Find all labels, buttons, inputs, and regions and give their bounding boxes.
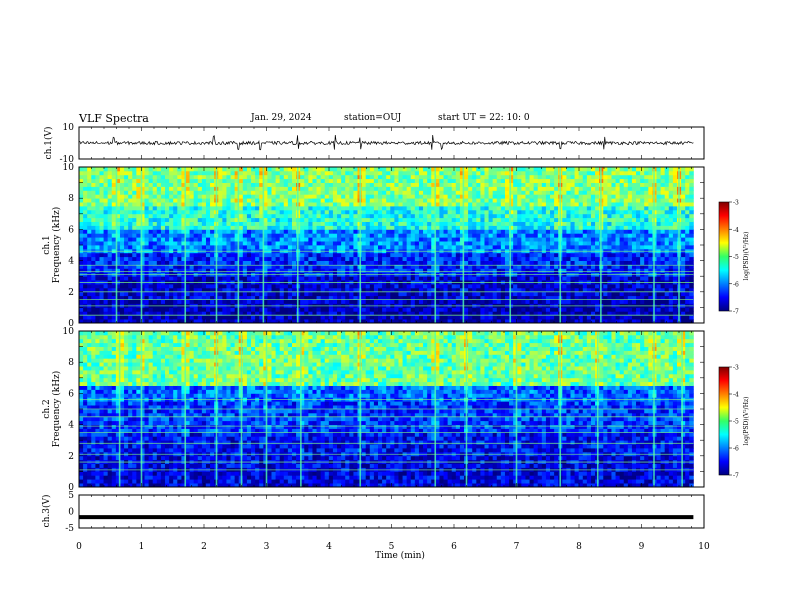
ch3-waveform-y-tick-label: 0	[68, 508, 74, 518]
ch3-waveform-ylabel: ch.3(V)	[41, 495, 52, 528]
ch3-waveform-y-tick-label: 5	[68, 491, 74, 501]
ch3-waveform-frame	[78, 494, 705, 529]
ch1-colorbar-tick-label: -3	[733, 200, 739, 207]
ch2-spectrum-ylabel-frequency: Frequency (kHz)	[51, 371, 62, 448]
figure-date: Jan. 29, 2024	[251, 113, 312, 123]
x-tick-label: 9	[639, 542, 645, 552]
ch2-spectrum-y-tick-label: 6	[68, 389, 74, 399]
ch1-colorbar-tick-label: -5	[733, 254, 739, 261]
ch2-colorbar-tick-label: -4	[733, 392, 739, 399]
x-tick-label: 6	[451, 542, 457, 552]
figure-title: VLF Spectra	[79, 112, 149, 125]
ch1-colorbar-tick-label: -4	[733, 227, 739, 234]
ch1-spectrum-ylabel-channel: ch.1	[42, 235, 52, 254]
x-tick-label: 8	[576, 542, 582, 552]
figure-start-time: start UT = 22: 10: 0	[438, 113, 530, 123]
ch3-waveform-y-tick-label: -5	[65, 524, 74, 534]
ch1-spectrogram	[79, 167, 694, 323]
ch1-waveform-trace	[78, 134, 694, 151]
x-tick-label: 0	[76, 542, 82, 552]
ch1-spectrum-y-tick-label: 8	[68, 194, 74, 204]
ch2-colorbar-tick-label: -3	[733, 365, 739, 372]
x-axis-title: Time (min)	[375, 550, 425, 561]
ch2-colorbar-tick-label: -6	[733, 446, 739, 453]
figure-station: station=OUJ	[344, 113, 402, 123]
ch1-spectrum-y-tick-label: 10	[63, 163, 75, 173]
ch1-spectrum-ylabel-frequency: Frequency (kHz)	[51, 207, 62, 284]
ch2-spectrum-y-tick-label: 10	[63, 327, 75, 337]
ch1-waveform-y-tick-label: 10	[63, 123, 75, 133]
x-tick-label: 5	[389, 542, 395, 552]
ch2-spectrum-ylabel-channel: ch.2	[42, 399, 52, 418]
x-tick-label: 2	[201, 542, 207, 552]
ch2-spectrum-y-tick-label: 8	[68, 358, 74, 368]
ch1-waveform-y-tick-label: -10	[60, 155, 75, 165]
ch1-spectrum-y-tick-label: 0	[68, 319, 74, 329]
ch2-colorbar-tick-label: -5	[733, 419, 739, 426]
ch2-spectrum-y-tick-label: 2	[68, 452, 74, 462]
ch1-waveform-ylabel: ch.1(V)	[43, 127, 54, 160]
ch1-colorbar-tick-label: -6	[733, 281, 739, 288]
x-tick-label: 7	[514, 542, 520, 552]
ch1-colorbar-tick-label: -7	[733, 309, 739, 316]
ch2-colorbar-tick-label: -7	[733, 473, 739, 480]
ch2-colorbar	[718, 366, 730, 476]
ch1-spectrum-y-tick-label: 4	[68, 257, 74, 267]
ch1-colorbar	[718, 201, 730, 312]
ch1-spectrum-y-tick-label: 2	[68, 288, 74, 298]
x-tick-label: 4	[326, 542, 332, 552]
ch2-spectrum-y-tick-label: 4	[68, 421, 74, 431]
ch1-spectrum-y-tick-label: 6	[68, 225, 74, 235]
ch2-spectrogram	[79, 331, 694, 487]
x-tick-label: 3	[264, 542, 270, 552]
ch1-colorbar-label: log(PSD)(V²/Hz)	[743, 232, 750, 281]
x-tick-label: 10	[698, 542, 710, 552]
ch2-spectrum-y-tick-label: 0	[68, 483, 74, 493]
x-tick-label: 1	[139, 542, 145, 552]
ch2-colorbar-label: log(PSD)(V²/Hz)	[743, 397, 750, 446]
